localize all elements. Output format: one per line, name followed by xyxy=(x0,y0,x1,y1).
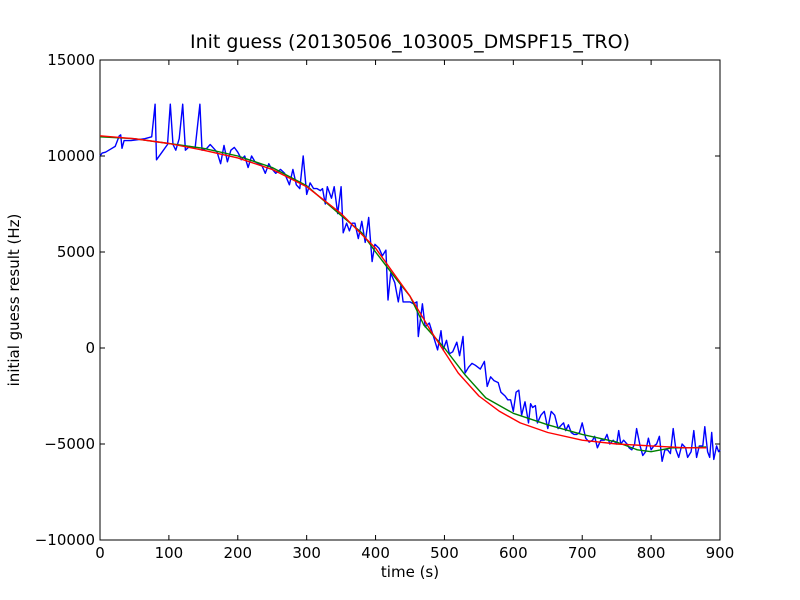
y-tick-label: −10000 xyxy=(35,531,95,549)
x-tick-label: 500 xyxy=(430,544,459,562)
y-tick-label: 15000 xyxy=(47,51,95,69)
series-line-1 xyxy=(99,103,721,462)
x-tick-label: 600 xyxy=(499,544,528,562)
ticks-layer: 0 100 200 300 400 500 600 700 800 900 −10000 −5000 0… xyxy=(35,51,735,562)
y-axis-title: initial guess result (Hz) xyxy=(5,214,23,387)
x-tick-label: 700 xyxy=(568,544,597,562)
y-tick-label: −5000 xyxy=(44,435,95,453)
x-axis-title: time (s) xyxy=(381,563,439,581)
y-tick-label: 0 xyxy=(85,339,95,357)
plot-frame xyxy=(99,59,721,541)
x-tick-label: 900 xyxy=(706,544,735,562)
series-line-3 xyxy=(99,135,707,449)
series-layer xyxy=(99,103,721,462)
x-tick-label: 200 xyxy=(223,544,252,562)
series-line-2 xyxy=(99,136,707,453)
chart-title: Init guess (20130506_103005_DMSPF15_TRO) xyxy=(190,31,630,53)
x-tick-label: 400 xyxy=(361,544,390,562)
x-tick-label: 0 xyxy=(95,544,105,562)
y-tick-label: 10000 xyxy=(47,147,95,165)
x-tick-label: 100 xyxy=(155,544,184,562)
x-tick-label: 300 xyxy=(292,544,321,562)
plot-area: 0 100 200 300 400 500 600 700 800 900 −10000 −5000 0… xyxy=(35,51,735,562)
y-tick-label: 5000 xyxy=(57,243,95,261)
x-tick-label: 800 xyxy=(637,544,666,562)
